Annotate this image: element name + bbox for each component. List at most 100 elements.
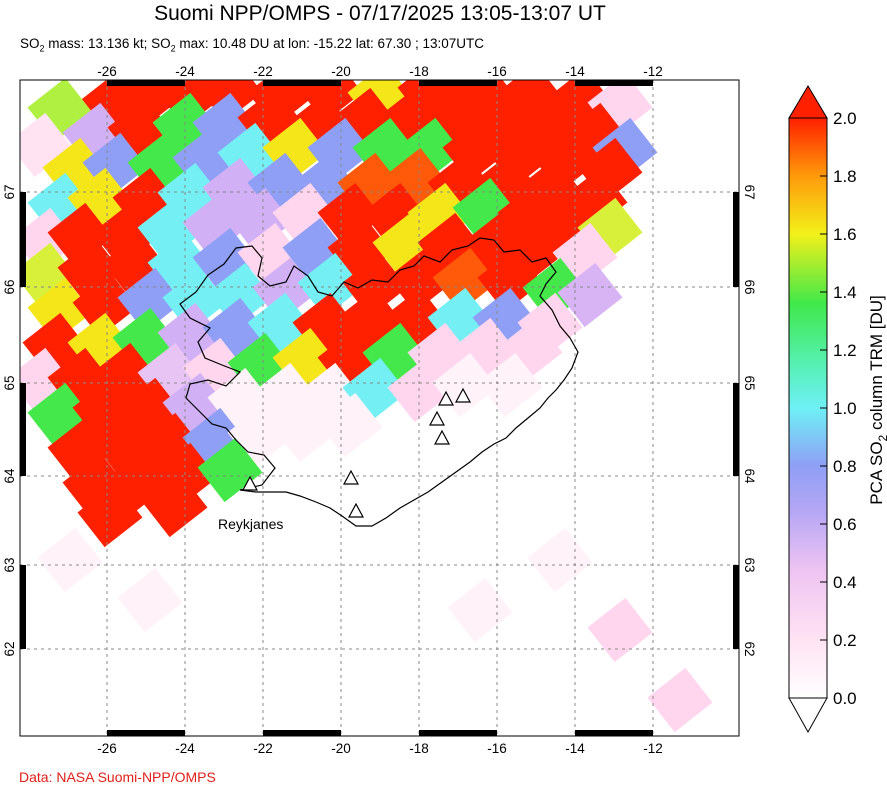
so2-pixel bbox=[477, 247, 543, 313]
lon-tick-label: -26 bbox=[97, 64, 117, 79]
lon-tick-label: -22 bbox=[253, 64, 273, 79]
volcano-markers bbox=[241, 387, 472, 518]
so2-pixel bbox=[527, 527, 593, 593]
colorbar-tick-label: 0.8 bbox=[833, 457, 857, 476]
colorbar-tick-label: 1.4 bbox=[833, 283, 857, 302]
so2-pixel bbox=[20, 112, 73, 178]
so2-pixel bbox=[237, 222, 303, 288]
lon-tick-label: -24 bbox=[175, 741, 195, 756]
so2-pixel-layer bbox=[20, 80, 713, 733]
so2-map: Reykjanes bbox=[20, 80, 739, 736]
volcano-icon bbox=[241, 475, 259, 491]
map-border-ticks bbox=[20, 80, 739, 736]
colorbar-ticks: 2.0 1.8 1.6 1.4 1.2 1.0 0.8 0.6 0.4 0.2 0.0 bbox=[820, 109, 857, 708]
border-segment bbox=[733, 192, 739, 287]
so2-pixel bbox=[317, 182, 383, 248]
subtitle: SO2 mass: 13.136 kt; SO2 max: 10.48 DU a… bbox=[20, 36, 485, 54]
bottom-lon-labels: -26 -24 -22 -20 -18 -16 -14 -12 bbox=[97, 741, 663, 756]
so2-pixel bbox=[47, 417, 113, 483]
so2-pixel bbox=[57, 237, 123, 303]
lon-tick-label: -20 bbox=[331, 64, 351, 79]
colorbar-top-triangle bbox=[788, 85, 828, 119]
colorbar: 2.0 1.8 1.6 1.4 1.2 1.0 0.8 0.6 0.4 0.2 0.0 PCA SO… bbox=[788, 85, 887, 734]
so2-pixel bbox=[47, 202, 113, 268]
graticule bbox=[20, 80, 739, 736]
so2-pixel bbox=[297, 252, 363, 318]
border-segment bbox=[107, 730, 185, 736]
lon-tick-label: -18 bbox=[409, 741, 429, 756]
lat-tick-label: 62 bbox=[2, 641, 17, 656]
border-segment bbox=[419, 80, 497, 86]
so2-pixel bbox=[117, 567, 183, 633]
top-lon-labels: -26 -24 -22 -20 -18 -16 -14 -12 bbox=[97, 64, 663, 79]
iceland-coastline bbox=[179, 237, 579, 527]
border-segment bbox=[107, 80, 185, 86]
so2-pixel bbox=[72, 272, 138, 338]
lat-tick-label: 62 bbox=[742, 641, 757, 656]
so2-pixel bbox=[387, 247, 453, 313]
so2-pixel bbox=[452, 177, 518, 243]
so2-pixel bbox=[92, 202, 158, 268]
so2-pixel bbox=[197, 437, 263, 503]
so2-pixel bbox=[477, 352, 543, 418]
border-segment bbox=[20, 383, 26, 476]
colorbar-tick-label: 1.6 bbox=[833, 225, 857, 244]
lon-tick-label: -12 bbox=[643, 64, 663, 79]
so2-pixel bbox=[272, 182, 338, 248]
left-lat-labels: 67 66 65 64 63 62 bbox=[2, 184, 17, 656]
so2-pixel bbox=[62, 452, 128, 518]
volcano-icon bbox=[437, 390, 455, 406]
lon-tick-label: -14 bbox=[565, 64, 585, 79]
border-segment bbox=[733, 565, 739, 649]
lat-tick-label: 65 bbox=[742, 375, 757, 390]
colorbar-tick-label: 0.6 bbox=[833, 515, 857, 534]
border-segment bbox=[20, 192, 26, 287]
so2-pixel bbox=[587, 597, 653, 663]
lon-tick-label: -16 bbox=[487, 741, 507, 756]
so2-pixel bbox=[37, 527, 103, 593]
lon-tick-label: -18 bbox=[409, 64, 429, 79]
so2-pixel bbox=[137, 197, 203, 263]
colorbar-title: PCA SO2 column TRM [DU] bbox=[867, 295, 887, 505]
lon-tick-label: -24 bbox=[175, 64, 195, 79]
lon-tick-label: -20 bbox=[331, 741, 351, 756]
lon-tick-label: -16 bbox=[487, 64, 507, 79]
so2-pixel bbox=[372, 212, 438, 278]
border-segment bbox=[575, 80, 653, 86]
so2-pixel bbox=[182, 192, 248, 258]
so2-pixel bbox=[27, 382, 93, 448]
right-lat-labels: 67 66 65 64 63 62 bbox=[742, 184, 757, 656]
so2-pixel bbox=[20, 242, 78, 308]
volcano-icon bbox=[428, 410, 446, 426]
lon-tick-label: -22 bbox=[253, 741, 273, 756]
so2-pixel bbox=[282, 217, 348, 283]
lat-tick-label: 66 bbox=[742, 279, 757, 294]
lat-tick-label: 64 bbox=[742, 468, 757, 484]
lat-tick-label: 67 bbox=[742, 184, 757, 199]
colorbar-tick-label: 0.2 bbox=[833, 631, 857, 650]
volcano-icon bbox=[433, 429, 451, 445]
so2-pixel bbox=[432, 247, 498, 313]
so2-pixel bbox=[447, 577, 513, 643]
lat-tick-label: 67 bbox=[2, 184, 17, 199]
lat-tick-label: 64 bbox=[2, 468, 17, 484]
volcano-icon bbox=[347, 502, 365, 518]
data-credit: Data: NASA Suomi-NPP/OMPS bbox=[19, 769, 216, 785]
so2-pixel bbox=[227, 187, 293, 253]
lat-tick-label: 65 bbox=[2, 375, 17, 390]
so2-pixel bbox=[192, 227, 258, 293]
place-label-reykjanes: Reykjanes bbox=[218, 516, 283, 532]
border-segment bbox=[263, 80, 341, 86]
border-segment bbox=[20, 565, 26, 649]
lat-tick-label: 66 bbox=[2, 279, 17, 294]
lat-tick-label: 63 bbox=[742, 557, 757, 572]
so2-pixel bbox=[557, 262, 623, 328]
border-segment bbox=[419, 730, 497, 736]
lon-tick-label: -26 bbox=[97, 741, 117, 756]
so2-pixel bbox=[102, 232, 168, 298]
lon-tick-label: -14 bbox=[565, 741, 585, 756]
so2-pixel bbox=[142, 472, 208, 538]
lat-tick-label: 63 bbox=[2, 557, 17, 572]
colorbar-tick-label: 2.0 bbox=[833, 109, 857, 128]
